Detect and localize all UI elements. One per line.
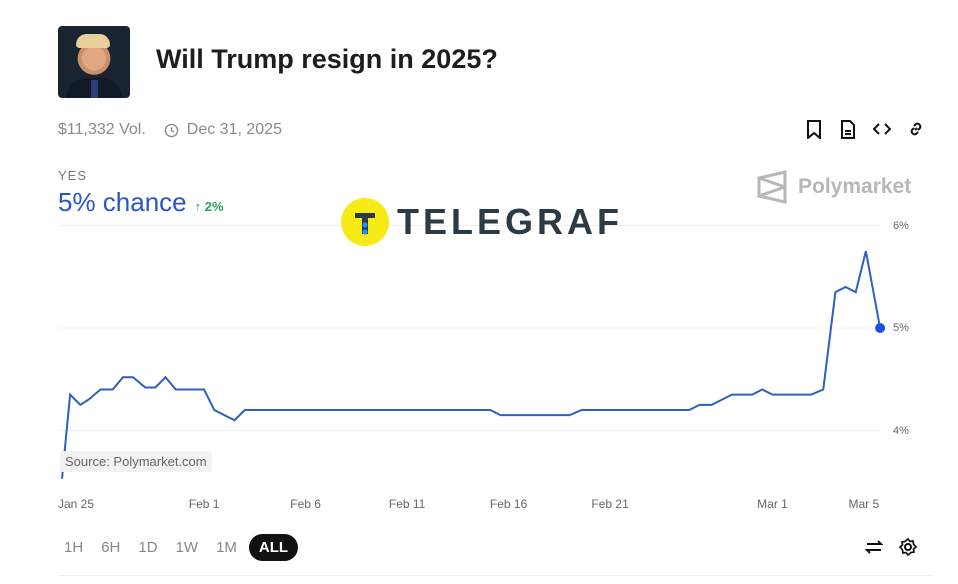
telegraf-logo-icon xyxy=(341,198,389,246)
chart-controls xyxy=(864,537,918,562)
x-tick-label: Mar 1 xyxy=(757,497,788,511)
range-1m-button[interactable]: 1M xyxy=(216,539,237,556)
divider xyxy=(58,575,932,576)
clock-icon xyxy=(164,123,179,137)
delta-value: 2% xyxy=(204,199,224,214)
range-1d-button[interactable]: 1D xyxy=(138,539,158,556)
range-1h-button[interactable]: 1H xyxy=(64,539,84,556)
swap-icon[interactable] xyxy=(864,537,884,562)
series-line-yes xyxy=(61,250,882,479)
settings-gear-icon[interactable] xyxy=(898,537,918,562)
link-icon[interactable] xyxy=(906,119,926,139)
y-tick-label: 5% xyxy=(893,322,909,334)
watermark-text: TELEGRAF xyxy=(397,201,623,242)
arrow-up-icon: ↑ xyxy=(194,199,205,214)
action-icons xyxy=(804,119,926,139)
telegraf-watermark: TELEGRAF xyxy=(341,198,623,246)
market-image xyxy=(58,26,130,98)
time-range-selector: 1H 6H 1D 1W 1M ALL xyxy=(58,534,299,561)
page-title: Will Trump resign in 2025? xyxy=(156,44,498,74)
y-tick-label: 4% xyxy=(893,424,909,437)
x-tick-label: Feb 6 xyxy=(290,497,321,511)
y-tick-label: 6% xyxy=(893,219,909,232)
x-tick-label: Feb 1 xyxy=(188,497,220,511)
range-1w-button[interactable]: 1W xyxy=(175,539,199,556)
bookmark-icon[interactable] xyxy=(804,119,824,139)
outcome-label: YES xyxy=(58,168,88,183)
chance-value: 5% chance xyxy=(58,187,187,217)
x-tick-label: Feb 11 xyxy=(388,497,426,511)
x-tick-label: Feb 16 xyxy=(489,497,528,511)
x-tick-label: Feb 21 xyxy=(591,497,629,511)
current-point xyxy=(875,323,886,333)
x-tick-label: Mar 5 xyxy=(848,497,880,511)
end-date: Dec 31, 2025 xyxy=(186,121,282,138)
polymarket-icon xyxy=(757,170,787,204)
brand-name: Polymarket xyxy=(798,175,912,198)
range-all-button[interactable]: ALL xyxy=(248,534,299,561)
polymarket-logo: Polymarket xyxy=(756,170,911,204)
volume: $11,332 Vol. xyxy=(58,121,146,138)
chance-delta: ↑ 2% xyxy=(195,199,224,214)
x-tick-label: Jan 25 xyxy=(57,497,95,511)
document-icon[interactable] xyxy=(838,119,858,139)
range-6h-button[interactable]: 6H xyxy=(101,539,121,556)
outcome-chance: 5% chance ↑ 2% xyxy=(58,187,224,218)
embed-code-icon[interactable] xyxy=(872,119,892,139)
source-label: Source: Polymarket.com xyxy=(60,451,212,472)
market-meta: $11,332 Vol. Dec 31, 2025 xyxy=(58,121,282,139)
